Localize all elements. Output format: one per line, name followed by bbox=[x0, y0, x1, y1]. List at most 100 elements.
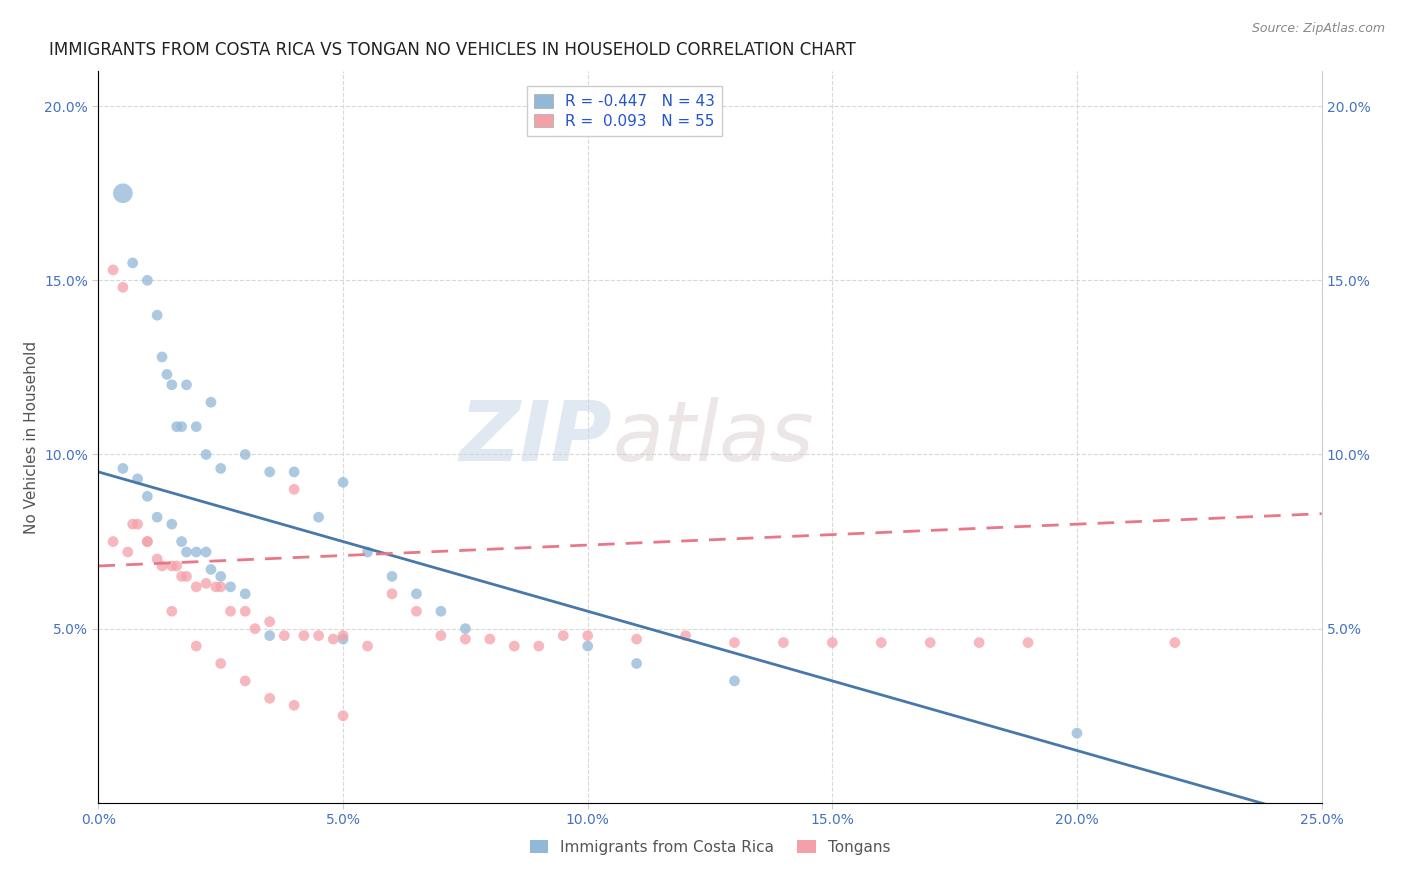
Point bbox=[219, 580, 242, 594]
Point bbox=[308, 629, 330, 643]
Point bbox=[478, 632, 501, 646]
Point bbox=[527, 639, 550, 653]
Point bbox=[553, 629, 575, 643]
Point bbox=[381, 587, 404, 601]
Point bbox=[160, 558, 183, 573]
Point bbox=[127, 472, 149, 486]
Point bbox=[870, 635, 893, 649]
Text: atlas: atlas bbox=[612, 397, 814, 477]
Point bbox=[322, 632, 344, 646]
Point bbox=[101, 263, 124, 277]
Point bbox=[160, 377, 183, 392]
Point bbox=[186, 545, 208, 559]
Point bbox=[430, 629, 453, 643]
Point bbox=[146, 308, 169, 322]
Point bbox=[259, 465, 281, 479]
Point bbox=[176, 377, 198, 392]
Point bbox=[503, 639, 526, 653]
Point bbox=[259, 629, 281, 643]
Point bbox=[209, 580, 232, 594]
Point bbox=[150, 350, 173, 364]
Point bbox=[111, 280, 134, 294]
Point bbox=[259, 615, 281, 629]
Point bbox=[821, 635, 844, 649]
Point bbox=[111, 186, 134, 201]
Point bbox=[166, 558, 188, 573]
Point bbox=[723, 673, 745, 688]
Point bbox=[1066, 726, 1088, 740]
Point bbox=[166, 419, 188, 434]
Point bbox=[356, 639, 378, 653]
Point bbox=[219, 604, 242, 618]
Point bbox=[127, 517, 149, 532]
Point bbox=[209, 657, 232, 671]
Point bbox=[186, 419, 208, 434]
Point bbox=[723, 635, 745, 649]
Point bbox=[233, 673, 256, 688]
Point bbox=[332, 632, 354, 646]
Point bbox=[332, 475, 354, 490]
Point bbox=[626, 657, 648, 671]
Point bbox=[111, 461, 134, 475]
Point bbox=[146, 510, 169, 524]
Point bbox=[176, 545, 198, 559]
Point bbox=[156, 368, 179, 382]
Point bbox=[454, 622, 477, 636]
Point bbox=[233, 587, 256, 601]
Point bbox=[626, 632, 648, 646]
Point bbox=[160, 604, 183, 618]
Point bbox=[283, 483, 305, 497]
Point bbox=[200, 395, 222, 409]
Point bbox=[233, 604, 256, 618]
Point bbox=[920, 635, 942, 649]
Point bbox=[283, 698, 305, 713]
Point bbox=[195, 576, 218, 591]
Point bbox=[170, 534, 193, 549]
Y-axis label: No Vehicles in Household: No Vehicles in Household bbox=[24, 341, 38, 533]
Point bbox=[136, 489, 159, 503]
Point bbox=[170, 569, 193, 583]
Point bbox=[121, 256, 143, 270]
Point bbox=[430, 604, 453, 618]
Point bbox=[205, 580, 228, 594]
Point bbox=[243, 622, 266, 636]
Text: Source: ZipAtlas.com: Source: ZipAtlas.com bbox=[1251, 22, 1385, 36]
Point bbox=[146, 552, 169, 566]
Text: IMMIGRANTS FROM COSTA RICA VS TONGAN NO VEHICLES IN HOUSEHOLD CORRELATION CHART: IMMIGRANTS FROM COSTA RICA VS TONGAN NO … bbox=[49, 41, 856, 59]
Point bbox=[170, 419, 193, 434]
Point bbox=[136, 273, 159, 287]
Point bbox=[136, 534, 159, 549]
Point bbox=[117, 545, 139, 559]
Point bbox=[136, 534, 159, 549]
Text: ZIP: ZIP bbox=[460, 397, 612, 477]
Point bbox=[454, 632, 477, 646]
Point bbox=[576, 639, 599, 653]
Point bbox=[121, 517, 143, 532]
Point bbox=[195, 545, 218, 559]
Point bbox=[772, 635, 794, 649]
Point bbox=[332, 708, 354, 723]
Point bbox=[273, 629, 295, 643]
Legend: Immigrants from Costa Rica, Tongans: Immigrants from Costa Rica, Tongans bbox=[523, 834, 897, 861]
Point bbox=[405, 587, 427, 601]
Point bbox=[160, 517, 183, 532]
Point bbox=[1017, 635, 1039, 649]
Point bbox=[405, 604, 427, 618]
Point bbox=[283, 465, 305, 479]
Point bbox=[209, 461, 232, 475]
Point bbox=[209, 569, 232, 583]
Point bbox=[200, 562, 222, 576]
Point bbox=[101, 534, 124, 549]
Point bbox=[967, 635, 990, 649]
Point bbox=[576, 629, 599, 643]
Point bbox=[308, 510, 330, 524]
Point bbox=[233, 448, 256, 462]
Point bbox=[356, 545, 378, 559]
Point bbox=[186, 639, 208, 653]
Point bbox=[292, 629, 315, 643]
Point bbox=[381, 569, 404, 583]
Point bbox=[176, 569, 198, 583]
Point bbox=[332, 629, 354, 643]
Point bbox=[195, 448, 218, 462]
Point bbox=[1164, 635, 1187, 649]
